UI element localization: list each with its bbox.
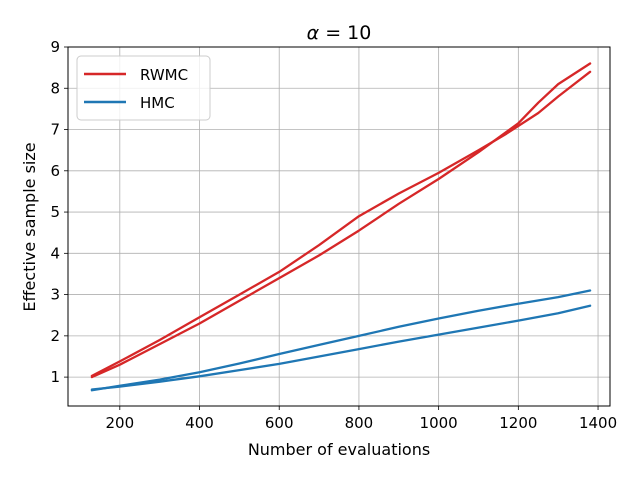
x-tick-label: 1200 [499,414,537,432]
y-tick-label: 6 [50,162,60,180]
title-value: = 10 [319,22,371,44]
legend-box [76,55,211,121]
grid [68,46,610,406]
x-axis: 200 400 600 800 1000 1200 1400 [105,406,617,432]
x-tick-label: 1000 [420,414,458,432]
x-tick-label: 800 [345,414,374,432]
plot-frame [67,46,611,407]
legend-label-rwmc: RWMC [140,66,188,84]
legend-label-hmc: HMC [140,94,175,112]
x-tick-label: 200 [105,414,134,432]
legend: RWMC HMC [76,55,211,121]
y-tick-label: 7 [50,121,60,139]
x-axis-label: Number of evaluations [248,440,430,459]
x-tick-label: 400 [185,414,214,432]
series-line-hmc-3 [90,304,592,391]
y-tick-label: 8 [50,79,60,97]
y-axis-label: Effective sample size [20,142,39,311]
series-layer [90,62,592,392]
x-tick-label: 600 [265,414,294,432]
series-line-rwmc-1 [90,70,592,378]
chart-title: α = 10 [307,22,372,44]
series-line-rwmc-0 [90,62,592,379]
y-axis: 1 2 3 4 5 6 7 8 9 [50,38,68,386]
y-tick-label: 2 [50,327,60,345]
y-tick-label: 4 [50,244,60,262]
x-tick-label: 1400 [579,414,617,432]
y-tick-label: 5 [50,203,60,221]
y-tick-label: 3 [50,286,60,304]
y-tick-label: 9 [50,38,60,56]
title-alpha: α [307,22,320,44]
series-line-hmc-2 [90,289,592,392]
y-tick-label: 1 [50,368,60,386]
